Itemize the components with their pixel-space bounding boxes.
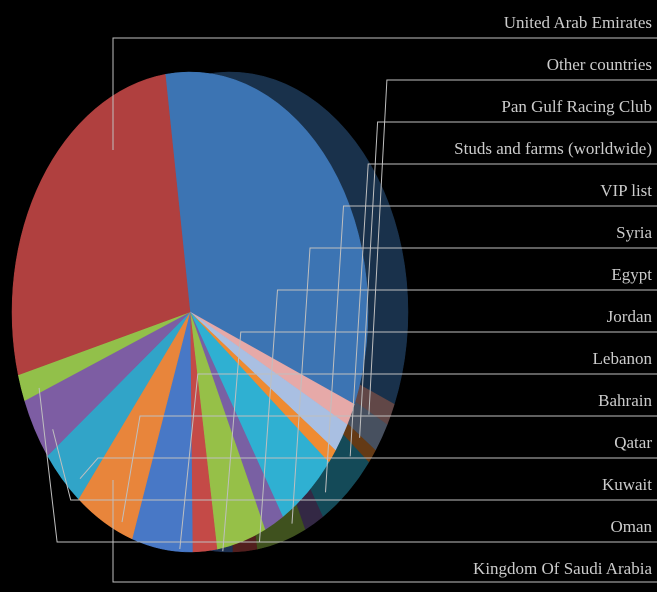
slice-label-jordan: Jordan [607,307,653,326]
slice-label-lebanon: Lebanon [593,349,653,368]
slice-label-studs-and-farms-worldwide: Studs and farms (worldwide) [454,139,652,158]
slice-label-united-arab-emirates: United Arab Emirates [504,13,652,32]
slice-label-pan-gulf-racing-club: Pan Gulf Racing Club [501,97,652,116]
slice-label-bahrain: Bahrain [598,391,652,410]
slice-label-vip-list: VIP list [600,181,652,200]
slice-label-other-countries: Other countries [547,55,652,74]
slice-label-syria: Syria [616,223,652,242]
slice-label-qatar: Qatar [614,433,652,452]
slice-label-kingdom-of-saudi-arabia: Kingdom Of Saudi Arabia [473,559,652,578]
slice-label-kuwait: Kuwait [602,475,652,494]
slice-label-oman: Oman [610,517,652,536]
slice-label-egypt: Egypt [611,265,652,284]
